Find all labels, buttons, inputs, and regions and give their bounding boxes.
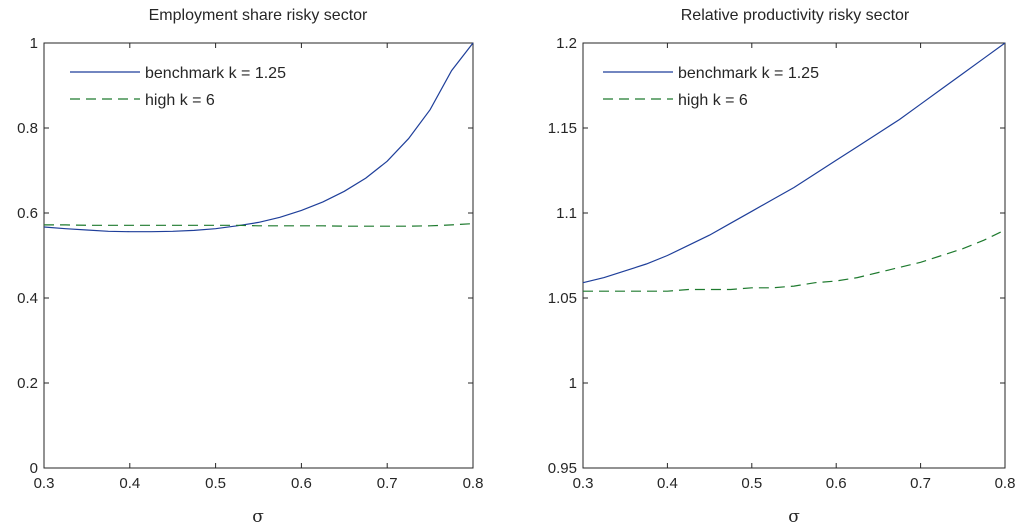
left-x-axis-label: σ <box>252 507 264 527</box>
right-x-tick-label: 0.5 <box>741 475 762 492</box>
right-y-tick-label: 1.2 <box>556 35 577 52</box>
right-series-lines <box>582 42 1006 292</box>
right-series-line-high <box>583 229 1006 292</box>
right-x-tick-label: 0.4 <box>657 475 678 492</box>
right-series-line-benchmark <box>582 42 1006 284</box>
right-y-tick-label: 1 <box>569 375 577 392</box>
right-x-tick-label: 0.3 <box>573 475 594 492</box>
right-y-tick-label: 1.15 <box>548 120 577 137</box>
right-x-tick-label: 0.6 <box>826 475 847 492</box>
left-x-tick-label: 0.6 <box>291 475 312 492</box>
right-x-ticks: 0.3 0.4 0.5 0.6 0.7 0.8 <box>573 43 1016 492</box>
right-plot-area <box>582 42 1006 469</box>
right-y-ticks: 0.95 1 1.05 1.1 1.15 1.2 <box>548 35 1005 477</box>
left-series-lines <box>43 42 474 233</box>
left-x-ticks: 0.3 0.4 0.5 0.6 0.7 0.8 <box>34 43 484 492</box>
left-x-tick-label: 0.4 <box>119 475 140 492</box>
left-legend: benchmark k = 1.25 high k = 6 <box>70 65 286 109</box>
left-series-line-high <box>44 223 474 227</box>
left-plot-area <box>43 42 474 469</box>
right-legend-label-benchmark: benchmark k = 1.25 <box>678 65 819 82</box>
left-y-tick-label: 0 <box>30 460 38 477</box>
left-chart-title: Employment share risky sector <box>149 7 368 24</box>
left-x-tick-label: 0.8 <box>463 475 484 492</box>
relative-productivity-panel: Relative productivity risky sector 0.3 0.… <box>548 7 1016 527</box>
left-series-line-benchmark <box>43 42 474 233</box>
right-x-tick-label: 0.7 <box>910 475 931 492</box>
employment-share-panel: Employment share risky sector 0.3 0.4 0.5 0… <box>17 7 483 527</box>
right-y-tick-label: 1.1 <box>556 205 577 222</box>
left-y-tick-label: 0.4 <box>17 290 38 307</box>
left-x-tick-label: 0.3 <box>34 475 55 492</box>
right-legend-label-high: high k = 6 <box>678 92 748 109</box>
right-x-axis-label: σ <box>788 507 800 527</box>
left-y-tick-label: 0.6 <box>17 205 38 222</box>
left-y-ticks: 0 0.2 0.4 0.6 0.8 1 <box>17 35 473 477</box>
right-x-tick-label: 0.8 <box>995 475 1016 492</box>
left-legend-label-high: high k = 6 <box>145 92 215 109</box>
left-legend-label-benchmark: benchmark k = 1.25 <box>145 65 286 82</box>
left-x-tick-label: 0.5 <box>205 475 226 492</box>
left-y-tick-label: 0.8 <box>17 120 38 137</box>
right-y-tick-label: 1.05 <box>548 290 577 307</box>
left-y-tick-label: 0.2 <box>17 375 38 392</box>
left-y-tick-label: 1 <box>30 35 38 52</box>
left-x-tick-label: 0.7 <box>377 475 398 492</box>
right-y-tick-label: 0.95 <box>548 460 577 477</box>
right-chart-title: Relative productivity risky sector <box>681 7 910 24</box>
right-legend: benchmark k = 1.25 high k = 6 <box>603 65 819 109</box>
